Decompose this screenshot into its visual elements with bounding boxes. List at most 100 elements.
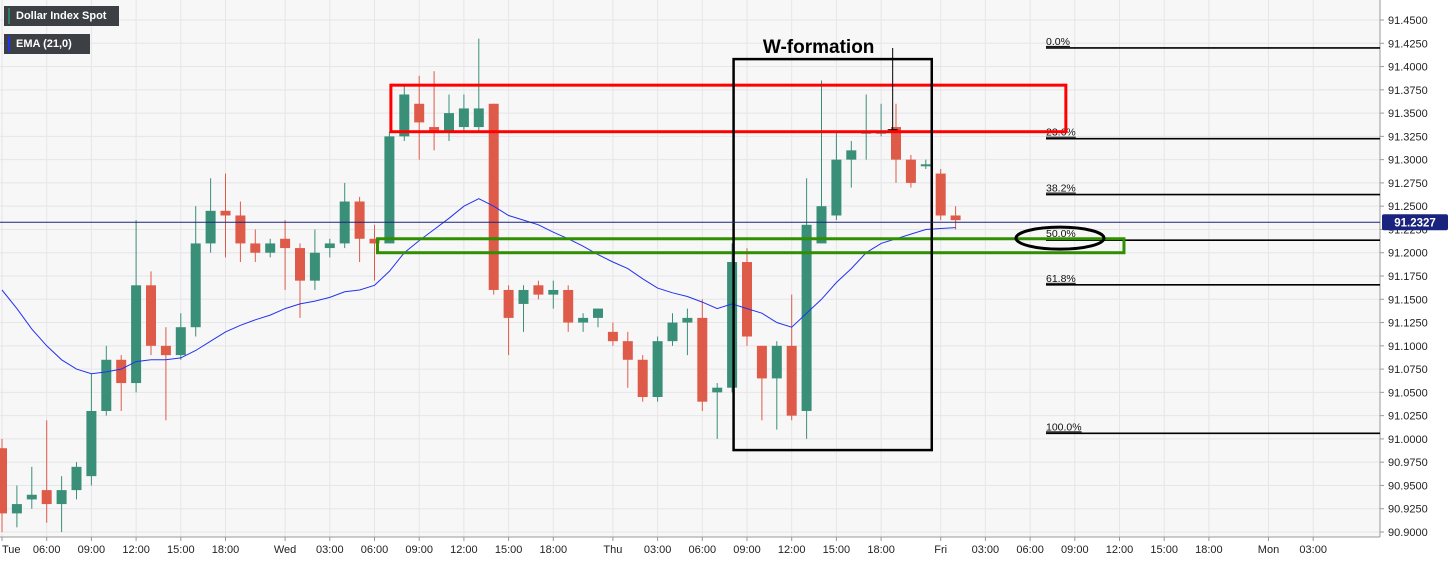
candle-body <box>399 94 410 137</box>
ema-line <box>1 198 956 375</box>
candle <box>950 206 961 230</box>
y-tick-label: 91.4250 <box>1388 38 1428 50</box>
candle <box>667 313 678 346</box>
candle <box>190 206 201 337</box>
y-tick-label: 91.3750 <box>1388 85 1428 97</box>
x-tick-label: 15:00 <box>167 544 195 556</box>
fib-50-ellipse <box>1014 225 1106 251</box>
candle <box>369 224 380 281</box>
candle-body <box>354 201 365 239</box>
x-tick-label: Tue <box>2 544 21 556</box>
candle-body <box>146 285 156 346</box>
candle-body <box>533 285 544 295</box>
candle <box>205 178 216 253</box>
candle <box>682 308 693 356</box>
candle <box>56 476 67 532</box>
candle <box>518 285 529 332</box>
resistance-zone <box>389 83 1068 134</box>
candle <box>563 285 574 332</box>
candle-body <box>548 289 559 295</box>
fib-level-label: 61.8% <box>1046 273 1076 285</box>
y-tick-label: 91.3250 <box>1388 131 1428 143</box>
candle <box>652 336 663 402</box>
candle-body <box>295 248 305 281</box>
candle-body <box>891 127 901 160</box>
fib-level-label: 100.0% <box>1046 421 1082 433</box>
x-tick-label: 12:00 <box>778 544 806 556</box>
y-tick-label: 91.4500 <box>1388 15 1428 27</box>
candle-body <box>0 448 7 514</box>
w-formation-label: W-formation <box>763 37 875 58</box>
candle <box>444 94 454 142</box>
symbol-legend[interactable]: Dollar Index Spot <box>4 6 119 26</box>
candle-body <box>905 159 916 183</box>
candle-body <box>220 210 231 216</box>
candle-body <box>280 238 291 249</box>
x-tick-label: 15:00 <box>1150 544 1178 556</box>
candle <box>607 322 618 346</box>
candle <box>488 103 499 295</box>
y-tick-label: 91.2000 <box>1388 248 1428 260</box>
indicator-name: EMA (21,0) <box>16 38 72 50</box>
x-tick-label: 06:00 <box>361 544 389 556</box>
candle-body <box>637 359 648 398</box>
candle <box>905 154 916 188</box>
candle <box>771 341 782 430</box>
candle-body <box>116 359 127 384</box>
candle-body <box>578 317 589 323</box>
candle <box>175 313 186 360</box>
x-tick-label: 03:00 <box>1299 544 1327 556</box>
candle <box>816 80 827 244</box>
candle <box>935 168 946 221</box>
y-tick-label: 91.2750 <box>1388 178 1428 190</box>
x-tick-label: 15:00 <box>823 544 851 556</box>
candle-body <box>56 490 67 505</box>
x-tick-label: 03:00 <box>316 544 344 556</box>
x-tick-label: 12:00 <box>450 544 478 556</box>
candle-body <box>652 341 663 398</box>
candle-body <box>816 206 827 244</box>
x-tick-label: 06:00 <box>1016 544 1044 556</box>
candle <box>622 331 633 388</box>
x-tick-label: Mon <box>1258 544 1279 556</box>
candle <box>250 229 261 263</box>
candle-body <box>86 410 97 477</box>
candle <box>831 131 842 221</box>
candle-body <box>131 285 142 384</box>
symbol-name: Dollar Index Spot <box>16 10 107 22</box>
plot-background <box>0 0 1380 537</box>
candle <box>324 238 335 258</box>
candle-body <box>265 243 276 253</box>
candle <box>0 438 7 532</box>
candle-body <box>71 466 82 491</box>
candle <box>160 327 171 421</box>
y-tick-label: 91.0500 <box>1388 387 1428 399</box>
candle <box>801 178 812 439</box>
x-tick-label: 06:00 <box>689 544 717 556</box>
annotation-zones <box>375 48 1126 452</box>
candle-body <box>414 103 425 123</box>
y-tick-label: 91.1500 <box>1388 294 1428 306</box>
candle <box>458 94 469 132</box>
x-tick-label: 18:00 <box>540 544 568 556</box>
candle <box>146 271 156 356</box>
candle-body <box>667 322 678 342</box>
candle-body <box>563 289 574 323</box>
candle <box>533 280 544 300</box>
indicator-legend[interactable]: EMA (21,0) <box>4 34 90 54</box>
candle-body <box>771 345 782 379</box>
candle-body <box>309 252 320 281</box>
candle-body <box>205 210 216 244</box>
candle-body <box>250 243 261 253</box>
candle-body <box>727 262 738 388</box>
x-tick-label: 18:00 <box>867 544 895 556</box>
y-tick-label: 91.3500 <box>1388 108 1428 120</box>
indicator-color-marker <box>8 36 10 52</box>
candle <box>280 220 291 290</box>
candle <box>131 220 142 393</box>
candle <box>26 466 37 509</box>
current-price-value: 91.2327 <box>1394 217 1436 229</box>
x-tick-label: 12:00 <box>1106 544 1134 556</box>
candle <box>578 313 589 332</box>
